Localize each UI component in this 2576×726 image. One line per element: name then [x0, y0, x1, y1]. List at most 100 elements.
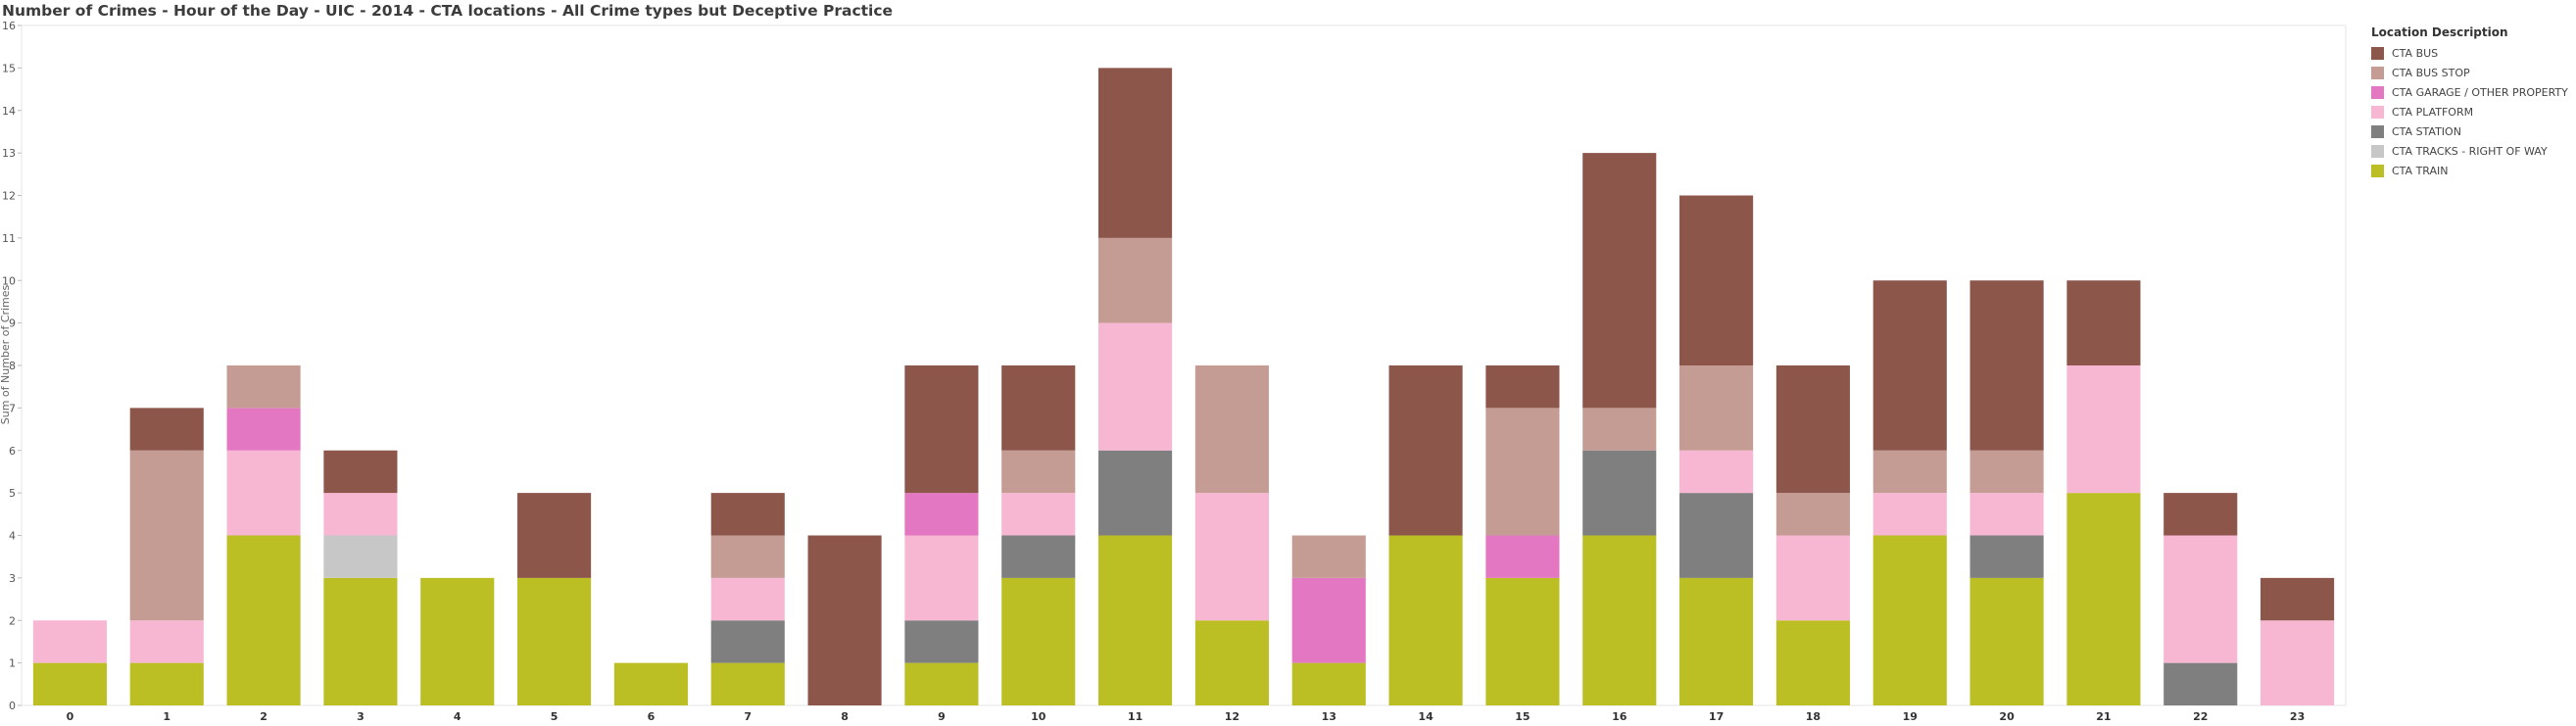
bar-segment — [1582, 535, 1657, 705]
bar-segment — [2260, 620, 2335, 705]
bar-segment — [1969, 535, 2044, 578]
bar-segment — [1872, 450, 1947, 494]
bar-segment — [710, 535, 785, 578]
bar-segment — [1001, 577, 1076, 705]
legend-swatch — [2371, 164, 2384, 177]
y-tick-label: 15 — [2, 62, 16, 74]
legend-item: CTA PLATFORM — [2371, 102, 2568, 121]
bar-segment — [1098, 450, 1173, 536]
bar-segment — [904, 365, 979, 494]
y-axis-label: Sum of Number of Crimes — [0, 284, 12, 424]
x-tick-label: 8 — [841, 710, 849, 723]
y-tick-label: 16 — [2, 20, 16, 32]
bar-segment — [1001, 535, 1076, 578]
bar-segment — [2163, 535, 2238, 663]
x-tick-label: 10 — [1031, 710, 1046, 723]
bar-segment — [323, 450, 398, 494]
bar-segment — [904, 535, 979, 621]
x-tick-label: 11 — [1128, 710, 1142, 723]
x-tick-label: 21 — [2096, 710, 2111, 723]
bar-segment — [1485, 535, 1560, 578]
bar-segment — [1872, 493, 1947, 536]
y-tick-label: 9 — [9, 317, 16, 330]
bar-segment — [1485, 408, 1560, 536]
bar-segment — [1388, 535, 1463, 705]
bar-segment — [1969, 280, 2044, 451]
y-tick-label: 8 — [9, 360, 16, 372]
bar-segment — [1679, 577, 1754, 705]
legend-label: CTA TRACKS - RIGHT OF WAY — [2392, 144, 2548, 158]
chart-title: Number of Crimes - Hour of the Day - UIC… — [2, 2, 894, 20]
bar-segment — [129, 662, 204, 705]
bar-segment — [1098, 237, 1173, 323]
y-tick-label: 6 — [9, 445, 16, 458]
x-tick-label: 0 — [67, 710, 74, 723]
y-tick-label: 2 — [9, 614, 16, 627]
bar-segment — [517, 493, 592, 578]
x-tick-label: 9 — [938, 710, 946, 723]
bars — [32, 68, 2335, 705]
legend-label: CTA TRAIN — [2392, 164, 2449, 177]
bar-segment — [1291, 535, 1366, 578]
bar-segment — [1001, 493, 1076, 536]
bar-segment — [1098, 68, 1173, 238]
bar-segment — [1291, 662, 1366, 705]
bar-segment — [1001, 450, 1076, 494]
x-tick-label: 7 — [744, 710, 752, 723]
legend-swatch — [2371, 144, 2384, 158]
legend-item: CTA STATION — [2371, 121, 2568, 141]
bar-segment — [904, 620, 979, 663]
x-tick-label: 2 — [260, 710, 267, 723]
bar-segment — [1098, 322, 1173, 451]
bar-segment — [1194, 365, 1269, 494]
bar-segment — [1194, 620, 1269, 705]
bar-segment — [1969, 450, 2044, 494]
bar-segment — [1582, 450, 1657, 536]
legend-label: CTA GARAGE / OTHER PROPERTY — [2392, 85, 2568, 99]
y-tick-label: 14 — [2, 105, 16, 118]
bar-segment — [517, 577, 592, 705]
bar-segment — [1679, 493, 1754, 578]
bar-segment — [2066, 280, 2141, 365]
bar-segment — [1775, 365, 1850, 494]
bar-segment — [1291, 577, 1366, 663]
y-tick-label: 12 — [2, 190, 16, 203]
bar-segment — [1679, 195, 1754, 365]
y-tick-label: 10 — [2, 274, 16, 287]
x-tick-label: 14 — [1418, 710, 1434, 723]
bar-segment — [226, 535, 301, 705]
bar-segment — [904, 662, 979, 705]
bar-segment — [1485, 365, 1560, 409]
legend-items: CTA BUS CTA BUS STOP CTA GARAGE / OTHER PR… — [2371, 43, 2568, 180]
bar-segment — [129, 408, 204, 451]
x-tick-label: 23 — [2290, 710, 2305, 723]
x-tick-label: 3 — [357, 710, 365, 723]
bar-segment — [129, 620, 204, 663]
bar-segment — [613, 662, 688, 705]
x-tick-label: 22 — [2193, 710, 2208, 723]
bar-segment — [1872, 280, 1947, 451]
legend-swatch — [2371, 124, 2384, 138]
bar-segment — [710, 662, 785, 705]
bar-segment — [323, 535, 398, 578]
y-tick-label: 5 — [9, 487, 16, 500]
bar-segment — [32, 620, 107, 663]
bar-segment — [1582, 153, 1657, 409]
bar-segment — [1872, 535, 1947, 705]
legend-swatch — [2371, 85, 2384, 99]
bar-segment — [1969, 493, 2044, 536]
legend-swatch — [2371, 66, 2384, 79]
bar-segment — [1582, 408, 1657, 451]
bar-segment — [1001, 365, 1076, 451]
x-tick-label: 20 — [1999, 710, 2015, 723]
bar-segment — [2163, 662, 2238, 705]
y-tick-label: 3 — [9, 572, 16, 585]
bar-segment — [1775, 493, 1850, 536]
y-tick-label: 11 — [2, 232, 16, 245]
legend-item: CTA BUS — [2371, 43, 2568, 63]
legend-swatch — [2371, 105, 2384, 119]
bar-segment — [1969, 577, 2044, 705]
y-tick-label: 4 — [9, 530, 16, 543]
bar-segment — [420, 577, 495, 705]
bar-segment — [2163, 493, 2238, 536]
